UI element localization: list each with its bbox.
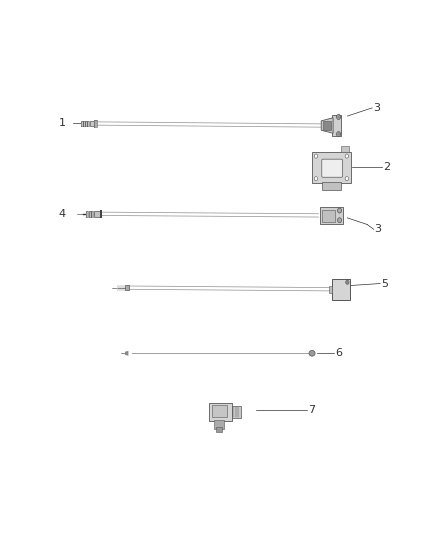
- Polygon shape: [321, 118, 333, 133]
- Polygon shape: [86, 211, 88, 216]
- Polygon shape: [85, 121, 87, 126]
- FancyBboxPatch shape: [322, 159, 343, 177]
- Text: 7: 7: [307, 405, 315, 415]
- Text: 3: 3: [373, 103, 380, 113]
- Polygon shape: [87, 121, 88, 126]
- Bar: [216, 427, 222, 432]
- Bar: [212, 405, 227, 417]
- Polygon shape: [91, 211, 93, 216]
- Circle shape: [336, 115, 341, 119]
- Ellipse shape: [309, 350, 315, 356]
- Bar: [312, 152, 351, 183]
- Polygon shape: [88, 211, 91, 216]
- Circle shape: [336, 132, 341, 136]
- Bar: [320, 207, 343, 224]
- Bar: [214, 420, 224, 429]
- Polygon shape: [100, 209, 102, 218]
- Text: 1: 1: [59, 118, 66, 128]
- Bar: [209, 403, 232, 421]
- Polygon shape: [95, 120, 96, 127]
- Circle shape: [346, 280, 349, 284]
- Bar: [341, 146, 349, 152]
- Bar: [332, 115, 341, 136]
- Polygon shape: [83, 121, 85, 126]
- Circle shape: [338, 208, 342, 213]
- Bar: [322, 122, 331, 130]
- Bar: [125, 285, 129, 290]
- Text: 6: 6: [335, 348, 342, 358]
- Circle shape: [345, 154, 349, 158]
- Text: 3: 3: [374, 224, 381, 235]
- Polygon shape: [125, 351, 128, 356]
- Circle shape: [314, 176, 318, 181]
- Text: 4: 4: [59, 209, 66, 219]
- Bar: [329, 286, 332, 293]
- Text: 5: 5: [381, 279, 389, 288]
- Circle shape: [345, 176, 349, 181]
- Bar: [332, 279, 350, 300]
- Bar: [232, 406, 241, 418]
- Circle shape: [338, 218, 342, 223]
- Circle shape: [314, 154, 318, 158]
- Bar: [94, 211, 100, 217]
- Bar: [321, 182, 341, 190]
- Bar: [322, 211, 335, 222]
- Bar: [90, 121, 95, 126]
- Polygon shape: [81, 121, 83, 126]
- Text: 2: 2: [383, 163, 390, 172]
